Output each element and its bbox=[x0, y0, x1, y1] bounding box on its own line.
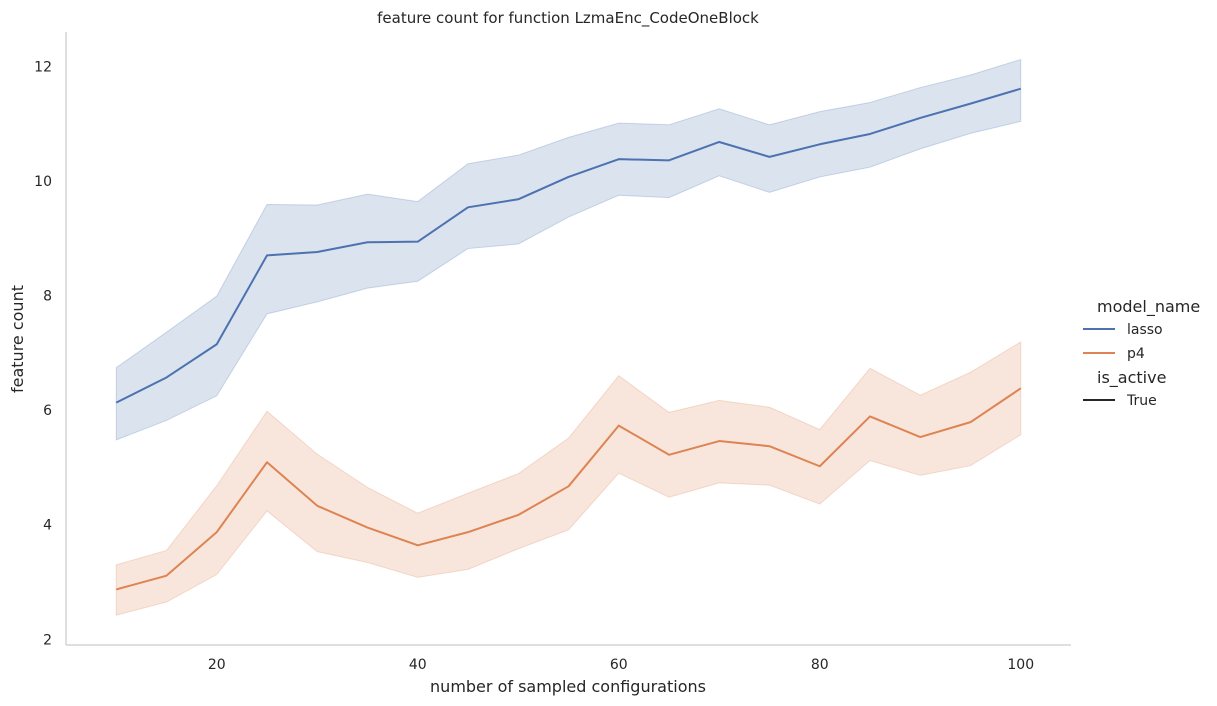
legend: model_name lasso p4 is_active True bbox=[1083, 297, 1200, 409]
ci-band-lasso bbox=[115, 58, 1022, 441]
chart-title: feature count for function LzmaEnc_CodeO… bbox=[377, 9, 759, 28]
legend-style-title: is_active bbox=[1097, 368, 1166, 388]
legend-label-p4: p4 bbox=[1127, 346, 1145, 362]
legend-label-true: True bbox=[1126, 393, 1157, 409]
series-line-p4 bbox=[115, 387, 1022, 591]
y-axis-title: feature count bbox=[8, 285, 27, 393]
y-tick-label: 4 bbox=[43, 518, 52, 534]
series-line-lasso bbox=[115, 87, 1022, 404]
x-tick-label: 40 bbox=[409, 657, 427, 673]
y-tick-label: 10 bbox=[34, 174, 52, 190]
y-tick-labels: 2 4 6 8 10 12 bbox=[34, 59, 52, 648]
x-tick-label: 100 bbox=[1007, 657, 1034, 673]
x-tick-labels: 20 40 60 80 100 bbox=[208, 657, 1034, 673]
ci-band-p4 bbox=[115, 341, 1022, 616]
y-tick-label: 2 bbox=[43, 632, 52, 648]
x-tick-label: 20 bbox=[208, 657, 226, 673]
y-tick-label: 6 bbox=[43, 403, 52, 419]
y-tick-label: 12 bbox=[34, 59, 52, 75]
x-axis-title: number of sampled configurations bbox=[430, 677, 706, 696]
legend-label-lasso: lasso bbox=[1127, 322, 1163, 338]
y-tick-label: 8 bbox=[43, 289, 52, 305]
legend-hue-title: model_name bbox=[1097, 297, 1200, 317]
x-tick-label: 60 bbox=[610, 657, 628, 673]
plot-area bbox=[115, 58, 1022, 616]
x-tick-label: 80 bbox=[811, 657, 829, 673]
